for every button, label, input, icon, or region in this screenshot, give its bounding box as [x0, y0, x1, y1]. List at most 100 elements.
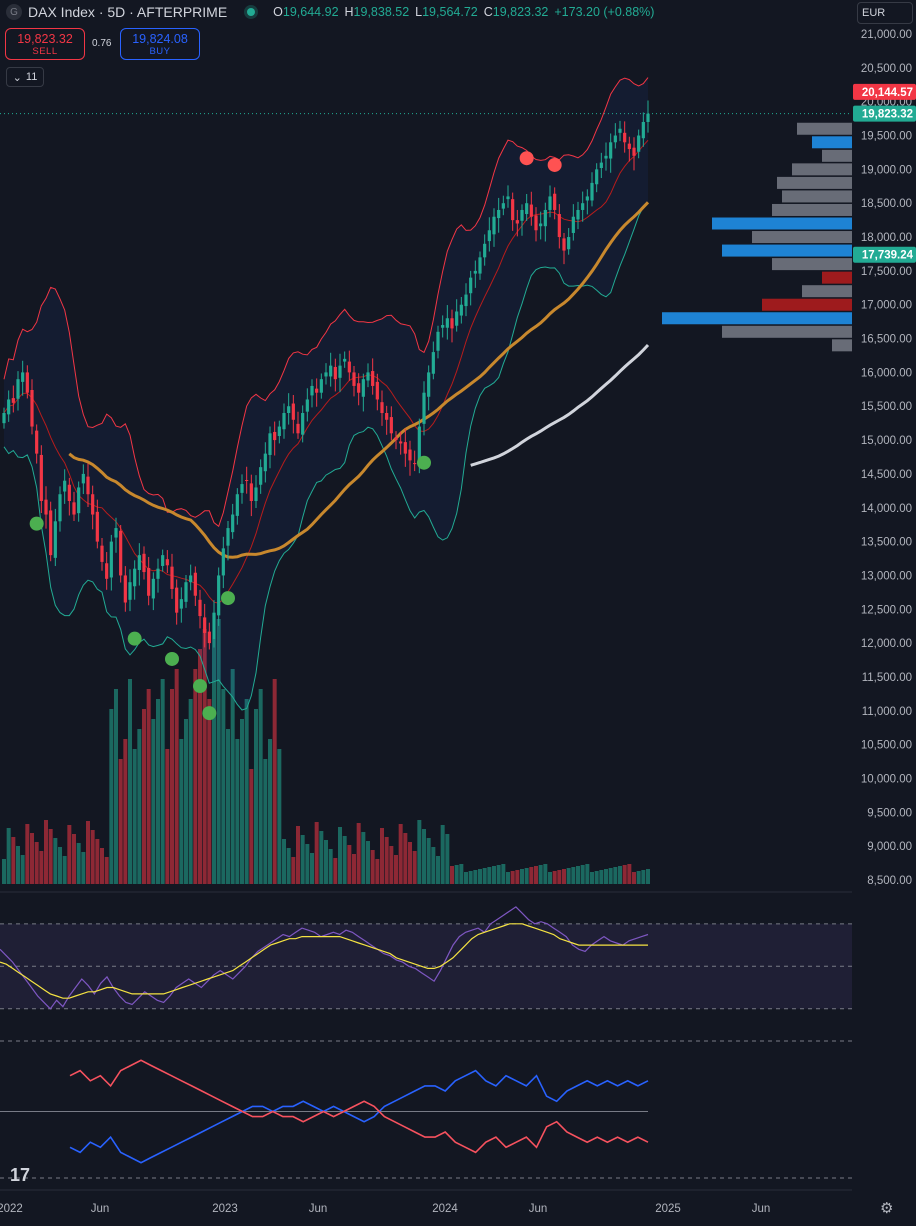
candle-body	[254, 487, 258, 501]
volume-bar	[30, 833, 34, 884]
volume-bar	[450, 866, 454, 884]
close-label: C	[483, 5, 493, 19]
candle-body	[123, 575, 127, 603]
volume-bar	[310, 853, 314, 884]
volume-bar	[72, 834, 76, 884]
di-plus-line	[69, 1069, 649, 1164]
candle-body	[632, 147, 636, 156]
volume-bar	[496, 865, 501, 884]
candle-body	[385, 413, 389, 420]
candle-body	[16, 379, 20, 399]
volume-bar	[230, 669, 235, 884]
buy-signal-marker	[127, 631, 142, 646]
volume-bar	[314, 822, 319, 884]
candle-body	[637, 135, 641, 152]
candle-body	[198, 599, 202, 617]
time-tick-label: Jun	[309, 1203, 328, 1215]
volume-profile	[662, 122, 852, 352]
time-tick-label: 2025	[655, 1203, 681, 1215]
candle-body	[333, 366, 337, 380]
indicator-count: 11	[25, 71, 38, 83]
volume-profile-row	[752, 231, 852, 244]
volume-profile-row	[772, 258, 852, 271]
currency-selector[interactable]: EUR	[857, 2, 913, 24]
price-tick-label: 18,500.00	[861, 198, 912, 210]
volume-bar	[347, 845, 352, 884]
volume-bar	[459, 864, 464, 884]
open-label: O	[273, 5, 283, 19]
volume-profile-row	[777, 176, 852, 189]
volume-bar	[604, 869, 608, 884]
candle-body	[207, 631, 211, 644]
candle-body	[86, 476, 90, 495]
volume-bar	[590, 872, 594, 884]
time-axis: 2022 Jun 2023 Jun 2024 Jun 2025 Jun	[0, 1189, 852, 1215]
candle-body	[609, 142, 613, 159]
buy-signal-marker	[202, 706, 217, 721]
volume-bar	[529, 867, 534, 884]
volume-bar	[118, 759, 123, 884]
sell-button[interactable]: 19,823.32 SELL	[5, 28, 85, 60]
candle-body	[217, 575, 221, 616]
volume-bar	[440, 825, 445, 884]
candle-body	[128, 582, 132, 600]
volume-bar	[132, 749, 137, 884]
candle-body	[81, 473, 85, 484]
candle-body	[226, 528, 230, 546]
candle-body	[338, 365, 342, 378]
volume-bar	[566, 868, 571, 884]
volume-bar	[524, 868, 529, 884]
volume-profile-row	[812, 136, 852, 149]
volume-bar	[515, 870, 520, 884]
candle-body	[464, 294, 468, 307]
volume-bar	[454, 865, 459, 884]
volume-bar	[76, 843, 81, 884]
candle-body	[576, 209, 580, 220]
volume-profile-row	[782, 190, 852, 203]
volume-bar	[268, 739, 272, 884]
di-minus-line	[69, 1059, 649, 1154]
indicators-toggle-button[interactable]: ⌄ 11	[6, 67, 44, 87]
volume-profile-row	[712, 217, 852, 230]
candle-body	[39, 454, 43, 501]
volume-bar	[380, 828, 384, 884]
candle-body	[501, 203, 505, 209]
price-tick-label: 13,000.00	[861, 570, 912, 582]
candle-body	[529, 204, 533, 217]
candle-body	[221, 548, 225, 576]
volume-bar	[286, 848, 291, 884]
volume-bar	[403, 833, 408, 884]
ohlc-values: O19,644.92 H19,838.52 L19,564.72 C19,823…	[273, 5, 654, 19]
symbol-logo-icon: G	[6, 4, 22, 20]
volume-bars	[2, 619, 650, 884]
buy-signal-marker	[417, 455, 431, 470]
candle-body	[394, 437, 398, 441]
volume-bar	[305, 844, 310, 884]
tradingview-logo-icon[interactable]: 17	[10, 1165, 31, 1185]
buy-button[interactable]: 19,824.08 BUY	[120, 28, 200, 60]
volume-bar	[352, 854, 356, 884]
price-tick-label: 10,500.00	[861, 740, 912, 752]
candle-body	[389, 417, 393, 434]
candle-body	[273, 431, 277, 441]
moving-averages	[68, 201, 650, 559]
sell-signal-marker	[547, 157, 562, 172]
volume-bar	[576, 866, 580, 884]
candle-body	[30, 389, 34, 427]
volume-bar	[520, 869, 524, 884]
low-value: 19,564.72	[422, 5, 478, 19]
volume-bar	[226, 729, 230, 884]
price-tick-label: 12,500.00	[861, 604, 912, 616]
price-tick-label: 10,000.00	[861, 773, 912, 785]
time-tick-label: Jun	[529, 1203, 548, 1215]
symbol-title[interactable]: DAX Index · 5D · AFTERPRIME	[28, 4, 228, 20]
candle-body	[585, 196, 589, 201]
volume-profile-row	[722, 325, 852, 338]
volume-bar	[436, 856, 440, 884]
candle-body	[599, 162, 603, 169]
gear-icon[interactable]: ⚙	[880, 1200, 894, 1217]
volume-bar	[53, 838, 58, 884]
candle-body	[380, 402, 384, 414]
